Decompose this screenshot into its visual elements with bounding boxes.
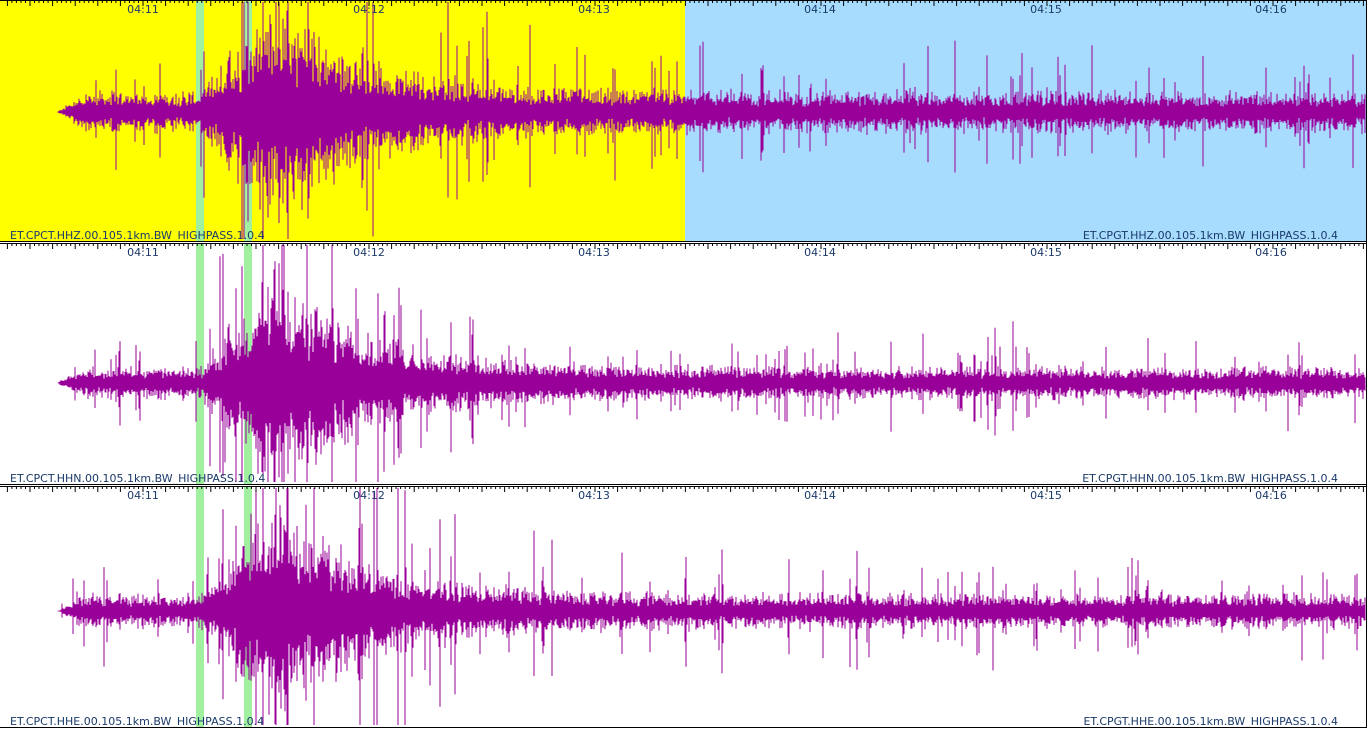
channel-label: ET.CPCT.HHZ.00.105.1km.BW_HIGHPASS.1.0.4 [10, 229, 265, 242]
time-label: 04:13 [578, 246, 610, 259]
channel-label: ET.CPGT.HHZ.00.105.1km.BW_HIGHPASS.1.0.4 [1083, 229, 1338, 242]
channel-label: ET.CPCT.HHN.00.105.1km.BW_HIGHPASS.1.0.4 [10, 472, 265, 485]
trace-panel: 04:11 04:12 04:13 04:14 04:15 04:16 ET.CPCT.HH… [0, 0, 1366, 242]
time-label: 04:12 [353, 489, 385, 502]
time-label: 04:11 [127, 246, 159, 259]
trace-panel: 04:11 04:12 04:13 04:14 04:15 04:16 ET.CPCT.HH… [0, 243, 1366, 485]
time-label: 04:11 [127, 489, 159, 502]
time-label: 04:14 [804, 246, 836, 259]
waveform [57, 488, 1366, 725]
time-label: 04:16 [1255, 489, 1287, 502]
channel-label: ET.CPCT.HHE.00.105.1km.BW_HIGHPASS.1.0.4 [10, 715, 264, 728]
time-label: 04:15 [1030, 489, 1062, 502]
trace-panel: 04:11 04:12 04:13 04:14 04:15 04:16 ET.CPCT.HH… [0, 486, 1366, 728]
waveform [57, 245, 1366, 482]
panel-background [0, 243, 1366, 484]
time-label: 04:13 [578, 489, 610, 502]
time-label: 04:12 [353, 246, 385, 259]
time-label: 04:15 [1030, 246, 1062, 259]
waveform [57, 2, 1366, 239]
time-label: 04:12 [353, 3, 385, 16]
time-label: 04:14 [804, 3, 836, 16]
channel-label: ET.CPGT.HHN.00.105.1km.BW_HIGHPASS.1.0.4 [1082, 472, 1338, 485]
channel-label: ET.CPGT.HHE.00.105.1km.BW_HIGHPASS.1.0.4 [1083, 715, 1338, 728]
time-label: 04:11 [127, 3, 159, 16]
time-label: 04:14 [804, 489, 836, 502]
time-label: 04:16 [1255, 3, 1287, 16]
time-label: 04:16 [1255, 246, 1287, 259]
time-label: 04:13 [578, 3, 610, 16]
phase-marker [196, 243, 204, 484]
time-label: 04:15 [1030, 3, 1062, 16]
